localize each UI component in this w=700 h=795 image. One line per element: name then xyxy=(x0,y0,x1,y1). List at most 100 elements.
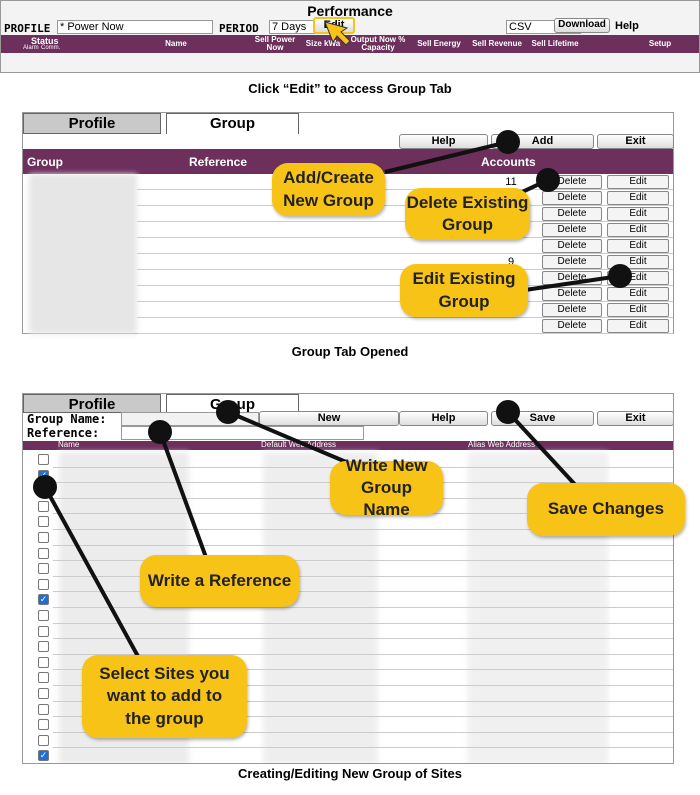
edit-button[interactable]: Edit xyxy=(607,319,669,333)
checkbox[interactable] xyxy=(38,563,49,575)
column-header: Name xyxy=(165,39,187,48)
callout: Add/Create New Group xyxy=(272,163,385,216)
delete-button[interactable]: Delete xyxy=(542,287,602,301)
checkbox[interactable] xyxy=(38,688,49,699)
checkbox[interactable] xyxy=(38,656,49,668)
download-button[interactable]: Download xyxy=(554,18,610,33)
edit-button[interactable]: Edit xyxy=(607,191,669,205)
dot xyxy=(496,400,520,424)
account-count: 11 xyxy=(505,176,517,188)
label: Reference: xyxy=(27,426,100,440)
caption: Click “Edit” to access Group Tab xyxy=(248,81,452,96)
account-count: 9 xyxy=(507,256,515,268)
column-header: Output Now % Capacity xyxy=(350,35,406,52)
delete-button[interactable]: Delete xyxy=(542,239,602,253)
pointer xyxy=(384,140,509,174)
table-row xyxy=(53,655,673,671)
comm: Comm. xyxy=(41,45,61,51)
delete-button[interactable]: Delete xyxy=(542,319,602,333)
label: Group Name: xyxy=(27,412,107,426)
pointer xyxy=(227,410,366,472)
column-header: Default Web Address xyxy=(261,440,337,449)
table-row xyxy=(53,514,673,530)
reference-input[interactable] xyxy=(121,426,364,440)
checkbox[interactable] xyxy=(38,454,49,465)
tab[interactable]: Group xyxy=(166,113,299,134)
delete-button[interactable]: Delete xyxy=(542,303,602,317)
table-row xyxy=(53,592,673,608)
table-row xyxy=(137,318,673,334)
checkbox[interactable] xyxy=(38,516,49,528)
checkbox[interactable] xyxy=(38,625,49,637)
column-header: Sell Revenue xyxy=(472,39,522,48)
cursor xyxy=(324,21,351,46)
help[interactable]: Help xyxy=(615,20,639,32)
tab[interactable]: Profile xyxy=(23,113,161,134)
table-row xyxy=(137,302,673,318)
tab[interactable]: Profile xyxy=(23,394,161,413)
checkbox[interactable] xyxy=(38,532,49,543)
edit-button[interactable]: Edit xyxy=(607,239,669,253)
table-row xyxy=(53,530,673,546)
table-row xyxy=(53,702,673,718)
checkbox[interactable] xyxy=(38,578,49,590)
column-header: Sell Power Now xyxy=(254,35,296,52)
title: Performance xyxy=(307,3,393,19)
table-row xyxy=(53,577,673,593)
table-row xyxy=(137,238,673,254)
status: Status xyxy=(31,36,59,46)
dot xyxy=(33,475,57,499)
edit-button[interactable]: Edit xyxy=(607,207,669,221)
delete-button[interactable]: Delete xyxy=(542,255,602,269)
help-button[interactable]: Help xyxy=(399,411,488,426)
callout: Edit Existing Group xyxy=(400,264,528,317)
column-header: Alias Web Address xyxy=(468,440,535,449)
table-row xyxy=(137,222,673,238)
checkbox[interactable] xyxy=(38,547,49,559)
checkbox[interactable] xyxy=(38,672,49,684)
help-button[interactable]: Help xyxy=(399,134,488,149)
select[interactable]: * Power Now xyxy=(57,20,213,34)
table-row xyxy=(53,670,673,686)
group-panel: Profile Group Help Add Exit Group Refere… xyxy=(22,112,674,334)
edit-button[interactable]: Edit xyxy=(607,223,669,237)
callout: Write New Group Name xyxy=(330,456,443,519)
table-row xyxy=(53,639,673,655)
blurred-names xyxy=(29,174,137,334)
pointer xyxy=(158,431,209,561)
alarm: Alarm xyxy=(23,45,39,51)
exit-button[interactable]: Exit xyxy=(597,411,673,426)
checkbox[interactable] xyxy=(38,641,49,653)
pointer xyxy=(506,410,582,492)
column-header: Sell Lifetime xyxy=(531,39,579,48)
checkbox[interactable] xyxy=(38,703,49,715)
table-row xyxy=(53,608,673,624)
callout: Select Sites you want to add to the grou… xyxy=(82,655,247,738)
delete-button[interactable]: Delete xyxy=(542,207,602,221)
table-row xyxy=(53,733,673,749)
edit-button[interactable]: Edit xyxy=(607,287,669,301)
table-row xyxy=(53,561,673,577)
checkbox[interactable] xyxy=(38,610,49,621)
label: PROFILE xyxy=(4,22,51,35)
column-header: Name xyxy=(58,440,80,449)
new-button[interactable]: New xyxy=(259,411,399,426)
checkbox[interactable] xyxy=(38,719,49,731)
edit-button[interactable]: Edit xyxy=(607,175,669,189)
edit-button[interactable]: Edit xyxy=(607,303,669,317)
delete-button[interactable]: Delete xyxy=(542,191,602,205)
checkbox[interactable] xyxy=(38,734,49,746)
callout: Write a Reference xyxy=(140,555,299,607)
delete-button[interactable]: Delete xyxy=(542,223,602,237)
checkbox[interactable]: ✓ xyxy=(38,594,49,606)
header-row xyxy=(23,441,673,450)
table-row xyxy=(53,624,673,640)
table-row xyxy=(53,717,673,733)
callout: Save Changes xyxy=(527,483,685,536)
exit-button[interactable]: Exit xyxy=(597,134,674,149)
checkbox[interactable] xyxy=(38,500,49,512)
column-header: Accounts xyxy=(481,155,536,169)
checkbox[interactable]: ✓ xyxy=(38,750,49,762)
column-header: Sell Energy xyxy=(417,39,461,48)
